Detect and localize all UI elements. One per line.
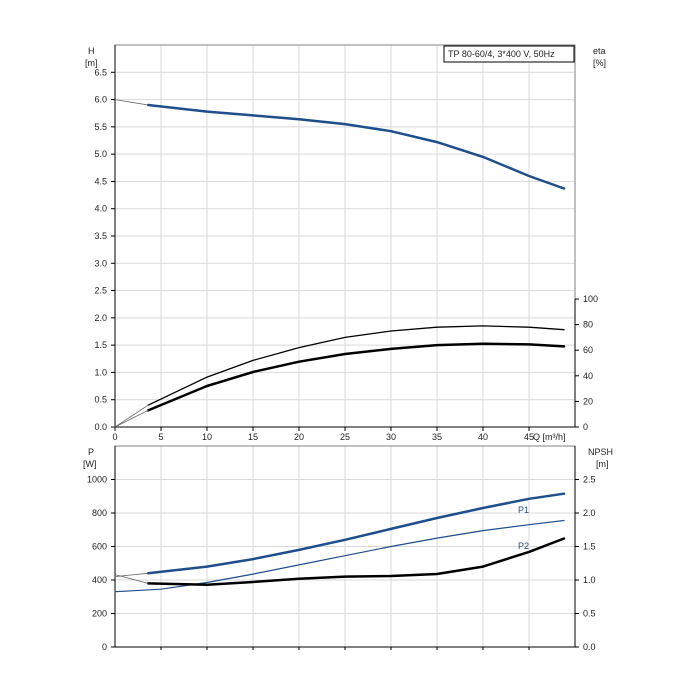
y-tick-label-left: 800 — [92, 508, 107, 518]
lower-left-axis-label: P — [88, 447, 94, 457]
y-tick-label-left: 600 — [92, 542, 107, 552]
lower-right-axis-label: NPSH — [588, 447, 613, 457]
lower-left-axis-unit: [W] — [83, 459, 97, 469]
x-tick-label: 20 — [294, 432, 304, 442]
y-tick-label-left: 4.0 — [94, 204, 107, 214]
upper-series-line-2 — [147, 325, 565, 406]
lower-chart: 0 200 400 600 800 1000 0.0 0.5 1.0 1.5 2.0 2.5 P [W… — [83, 445, 613, 653]
y-tick-label-left: 1.0 — [94, 367, 107, 377]
upper-right-axis-label: eta — [593, 46, 606, 56]
lower-series-line-4 — [114, 574, 149, 584]
y-tick-label-right: 40 — [583, 371, 593, 381]
upper-series-line-1 — [114, 99, 149, 106]
lower-series-line-0 — [146, 492, 566, 575]
y-tick-label-left: 5.5 — [94, 122, 107, 132]
y-tick-label-left: 200 — [92, 609, 107, 619]
chart-title: TP 80-60/4, 3*400 V, 50Hz — [448, 49, 555, 59]
upper-grid — [115, 45, 575, 427]
y-tick-label-right: 80 — [583, 320, 593, 330]
y-tick-label-left: 1.5 — [94, 340, 107, 350]
chart-title-box — [443, 45, 575, 63]
upper-ticks: 0.0 0.5 1.0 1.5 2.0 2.5 3.0 3.5 4.0 4.5 5.0 5.5 6.0 6… — [94, 67, 598, 442]
upper-series-line-0 — [146, 103, 566, 190]
series-label-p1: P1 — [518, 505, 529, 515]
upper-series — [114, 99, 566, 428]
upper-left-axis-label: H — [88, 46, 95, 56]
lower-grid — [115, 446, 575, 647]
upper-chart: 0.0 0.5 1.0 1.5 2.0 2.5 3.0 3.5 4.0 4.5 5.0 5.5 6.0 6… — [85, 44, 606, 442]
upper-left-axis-unit: [m] — [85, 58, 98, 68]
y-tick-label-right: 0.5 — [583, 609, 596, 619]
y-tick-label-right: 1.5 — [583, 542, 596, 552]
x-tick-label: 10 — [202, 432, 212, 442]
y-tick-label-right: 2.0 — [583, 508, 596, 518]
lower-series — [114, 492, 566, 593]
upper-right-axis-unit: [%] — [593, 58, 606, 68]
upper-series-line-5 — [114, 409, 149, 428]
y-tick-label-left: 0 — [102, 642, 107, 652]
x-tick-label: 35 — [432, 432, 442, 442]
y-tick-label-left: 1000 — [87, 475, 107, 485]
y-tick-label-left: 0.0 — [94, 422, 107, 432]
y-tick-label-left: 2.0 — [94, 313, 107, 323]
y-tick-label-right: 0 — [583, 422, 588, 432]
x-tick-label: 30 — [386, 432, 396, 442]
lower-series-line-2 — [146, 537, 566, 586]
x-tick-label: 40 — [478, 432, 488, 442]
y-tick-label-right: 2.5 — [583, 475, 596, 485]
x-tick-label: 0 — [112, 432, 117, 442]
x-tick-label: 45 — [524, 432, 534, 442]
y-tick-label-right: 20 — [583, 396, 593, 406]
x-tick-label: 15 — [248, 432, 258, 442]
y-tick-label-right: 1.0 — [583, 575, 596, 585]
y-tick-label-left: 400 — [92, 575, 107, 585]
upper-x-axis-label: Q [m³/h] — [533, 432, 566, 442]
upper-series-line-3 — [146, 342, 566, 412]
x-tick-label: 25 — [340, 432, 350, 442]
y-tick-label-left: 6.5 — [94, 67, 107, 77]
y-tick-label-left: 0.5 — [94, 395, 107, 405]
series-label-p2: P2 — [518, 541, 529, 551]
y-tick-label-right: 0.0 — [583, 642, 596, 652]
upper-series-line-4 — [114, 404, 149, 428]
y-tick-label-left: 5.0 — [94, 149, 107, 159]
y-tick-label-left: 6.0 — [94, 95, 107, 105]
y-tick-label-right: 100 — [583, 294, 598, 304]
y-tick-label-left: 4.5 — [94, 176, 107, 186]
y-tick-label-left: 2.5 — [94, 286, 107, 296]
lower-series-line-1 — [114, 519, 565, 593]
y-tick-label-left: 3.5 — [94, 231, 107, 241]
lower-right-axis-unit: [m] — [596, 459, 609, 469]
lower-ticks: 0 200 400 600 800 1000 0.0 0.5 1.0 1.5 2.0 2.5 — [87, 475, 596, 653]
y-tick-label-right: 60 — [583, 345, 593, 355]
y-tick-label-left: 3.0 — [94, 258, 107, 268]
x-tick-label: 5 — [158, 432, 163, 442]
